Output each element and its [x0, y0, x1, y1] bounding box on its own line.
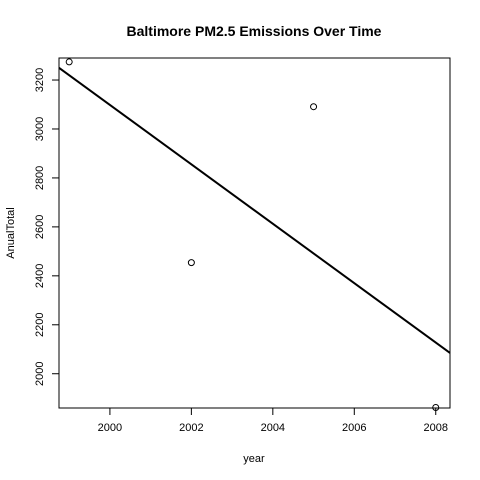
x-tick-label: 2008	[424, 422, 448, 434]
y-tick-label: 2800	[34, 166, 46, 190]
y-axis-label: AnualTotal	[5, 207, 17, 258]
x-axis: 2000 2002 2004 2006 2008	[98, 408, 448, 434]
data-point	[66, 59, 72, 65]
y-tick-label: 2200	[34, 313, 46, 337]
x-tick-label: 2004	[261, 422, 285, 434]
data-point	[188, 260, 194, 266]
y-tick-label: 3200	[34, 68, 46, 92]
y-tick-label: 2000	[34, 361, 46, 385]
chart-title: Baltimore PM2.5 Emissions Over Time	[127, 23, 382, 39]
x-tick-label: 2000	[98, 422, 122, 434]
y-tick-label: 2400	[34, 264, 46, 288]
x-tick-label: 2006	[342, 422, 366, 434]
points-group	[66, 59, 439, 411]
regression-line	[59, 68, 450, 353]
trend-line-group	[59, 68, 450, 353]
y-axis: 2000 2200 2400 2600 2800 3000 3200	[34, 68, 59, 386]
y-tick-label: 3000	[34, 117, 46, 141]
x-tick-label: 2002	[179, 422, 203, 434]
y-tick-label: 2600	[34, 215, 46, 239]
data-point	[311, 104, 317, 110]
x-axis-label: year	[243, 453, 265, 465]
